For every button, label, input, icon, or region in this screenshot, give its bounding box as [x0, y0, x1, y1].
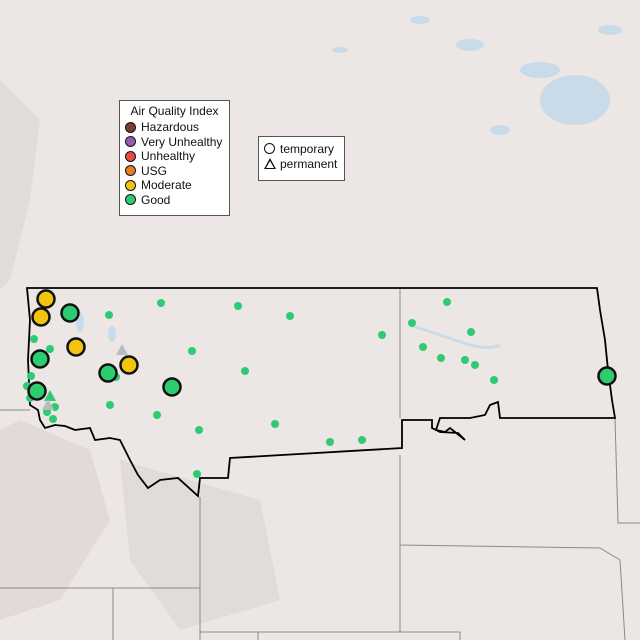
monitor-temporary-good[interactable]	[60, 303, 80, 323]
monitor-small-good[interactable]	[358, 436, 366, 444]
monitor-permanent-good[interactable]	[44, 390, 56, 401]
legend-label: permanent	[280, 156, 338, 171]
monitor-temporary-moderate[interactable]	[119, 355, 139, 375]
monitor-small-good[interactable]	[490, 376, 498, 384]
circle-icon	[125, 121, 136, 133]
monitor-small-good[interactable]	[437, 354, 445, 362]
monitor-small-good[interactable]	[467, 328, 475, 336]
legend-label: Very Unhealthy	[141, 134, 223, 149]
monitor-permanent-inactive[interactable]	[116, 344, 128, 355]
monitor-small-good[interactable]	[49, 415, 57, 423]
monitor-small-good[interactable]	[153, 411, 161, 419]
monitor-temporary-moderate[interactable]	[66, 337, 86, 357]
triangle-icon	[264, 158, 276, 169]
monitor-small-good[interactable]	[46, 345, 54, 353]
circle-icon	[125, 150, 136, 162]
legend-item-temporary: temporary	[259, 141, 344, 156]
legend-item-usg: USG	[120, 164, 229, 179]
legend-item-unhealthy: Unhealthy	[120, 149, 229, 164]
monitor-permanent-inactive[interactable]	[42, 399, 54, 410]
monitor-small-good[interactable]	[234, 302, 242, 310]
legend-item-hazardous: Hazardous	[120, 120, 229, 135]
monitor-small-good[interactable]	[326, 438, 334, 446]
circle-icon	[125, 165, 136, 177]
lakes	[76, 16, 622, 349]
monitor-small-good[interactable]	[241, 367, 249, 375]
legend-label: Unhealthy	[141, 149, 196, 164]
aqi-legend: Air Quality Index Hazardous Very Unhealth…	[119, 100, 230, 216]
monitor-type-legend: temporary permanent	[258, 136, 345, 181]
monitor-small-good[interactable]	[106, 401, 114, 409]
monitor-temporary-good[interactable]	[98, 363, 118, 383]
monitor-small-good[interactable]	[30, 335, 38, 343]
monitor-small-good[interactable]	[193, 470, 201, 478]
legend-item-very-unhealthy: Very Unhealthy	[120, 135, 229, 150]
legend-label: USG	[141, 163, 168, 178]
monitor-temporary-good[interactable]	[597, 366, 617, 386]
legend-label: temporary	[280, 141, 335, 156]
monitor-temporary-moderate[interactable]	[36, 289, 56, 309]
monitor-small-good[interactable]	[195, 426, 203, 434]
circle-icon	[125, 136, 136, 148]
montana-north-dakota-border	[26, 287, 617, 498]
legend-label: Hazardous	[141, 120, 200, 135]
circle-icon	[125, 194, 136, 206]
monitor-small-good[interactable]	[408, 319, 416, 327]
monitor-small-good[interactable]	[105, 311, 113, 319]
monitor-small-good[interactable]	[286, 312, 294, 320]
state-lines	[0, 288, 640, 640]
aqi-legend-title: Air Quality Index	[130, 104, 219, 118]
monitor-small-good[interactable]	[271, 420, 279, 428]
monitor-small-good[interactable]	[157, 299, 165, 307]
monitor-temporary-good[interactable]	[30, 349, 50, 369]
monitor-markers	[23, 289, 617, 478]
legend-item-moderate: Moderate	[120, 178, 229, 193]
monitor-small-good[interactable]	[443, 298, 451, 306]
monitor-temporary-moderate[interactable]	[31, 307, 51, 327]
legend-item-good: Good	[120, 193, 229, 208]
legend-item-permanent: permanent	[259, 156, 344, 171]
legend-label: Moderate	[141, 178, 192, 193]
monitor-small-good[interactable]	[188, 347, 196, 355]
legend-label: Good	[141, 192, 171, 207]
monitor-small-good[interactable]	[471, 361, 479, 369]
monitor-small-good[interactable]	[27, 372, 35, 380]
circle-icon	[125, 179, 136, 191]
monitor-small-good[interactable]	[419, 343, 427, 351]
monitor-small-good[interactable]	[378, 331, 386, 339]
monitor-small-good[interactable]	[461, 356, 469, 364]
monitor-temporary-good[interactable]	[27, 381, 47, 401]
monitor-temporary-good[interactable]	[162, 377, 182, 397]
circle-icon	[264, 143, 275, 154]
